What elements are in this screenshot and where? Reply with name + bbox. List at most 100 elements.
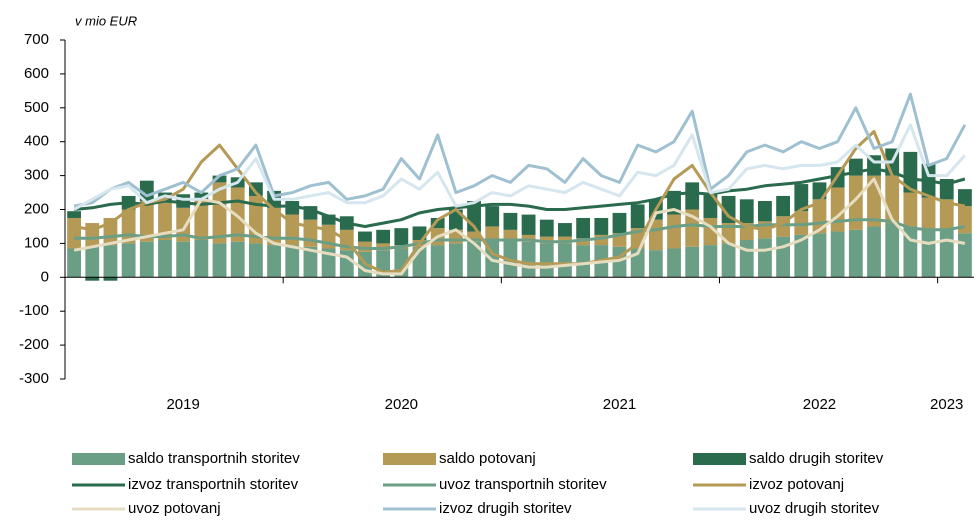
bar xyxy=(194,240,209,278)
bar xyxy=(558,223,572,237)
bar xyxy=(539,243,554,278)
line xyxy=(73,177,966,276)
bar xyxy=(158,202,172,241)
legend-label: izvoz drugih storitev xyxy=(439,500,572,517)
y-tick-label: -200 xyxy=(19,336,49,353)
bar xyxy=(830,187,845,232)
bar xyxy=(67,217,81,249)
bar xyxy=(448,243,463,278)
bar xyxy=(176,207,191,242)
bar xyxy=(685,182,700,210)
bar xyxy=(85,246,100,278)
bar xyxy=(848,229,863,278)
bar xyxy=(230,241,245,278)
line xyxy=(74,218,966,250)
y-tick-label: 500 xyxy=(24,99,49,116)
bar xyxy=(85,277,100,281)
bar xyxy=(921,228,936,278)
legend-swatch xyxy=(693,453,746,465)
x-tick-label: 2023 xyxy=(930,396,963,413)
bar xyxy=(430,245,445,278)
bar xyxy=(158,240,172,278)
bar xyxy=(285,245,300,278)
bar xyxy=(558,236,572,244)
bar xyxy=(939,229,954,278)
bar xyxy=(685,246,700,278)
bar xyxy=(739,240,754,278)
y-tick-label: 0 xyxy=(41,268,49,285)
bar xyxy=(558,243,572,278)
bar xyxy=(394,228,409,246)
bar xyxy=(594,234,609,246)
bar xyxy=(667,248,681,278)
bar xyxy=(539,236,554,244)
bar xyxy=(867,226,881,278)
line xyxy=(73,92,967,208)
line xyxy=(73,123,967,211)
bar xyxy=(194,199,209,241)
bar xyxy=(958,206,972,234)
bar xyxy=(648,219,663,251)
bar xyxy=(358,241,372,252)
y-tick-label: 700 xyxy=(24,31,49,48)
legend-label: izvoz transportnih storitev xyxy=(128,476,299,493)
bar xyxy=(958,233,972,278)
bar xyxy=(903,192,918,227)
bar xyxy=(812,233,827,278)
bar xyxy=(721,195,736,224)
bar xyxy=(521,241,536,278)
y-tick-label: -300 xyxy=(19,370,49,387)
bar xyxy=(467,231,481,242)
bar xyxy=(212,182,227,244)
line xyxy=(73,130,966,274)
legend-label: saldo drugih storitev xyxy=(749,450,884,467)
bar xyxy=(321,214,336,225)
bar xyxy=(503,240,518,278)
bar xyxy=(539,219,554,237)
bar xyxy=(594,217,609,235)
bar xyxy=(794,234,809,278)
bar xyxy=(376,243,391,251)
bar xyxy=(667,214,681,249)
legend-label: uvoz potovanj xyxy=(128,500,221,517)
bar xyxy=(648,250,663,278)
bar xyxy=(103,277,118,281)
bar xyxy=(885,175,900,224)
bar xyxy=(339,250,354,278)
bar xyxy=(503,212,518,230)
bar xyxy=(67,248,81,278)
bar xyxy=(485,226,500,241)
bar xyxy=(430,217,445,229)
bar xyxy=(194,192,209,200)
bar xyxy=(576,217,591,239)
bar xyxy=(103,245,118,278)
y-tick-label: 100 xyxy=(24,234,49,251)
bar xyxy=(139,201,154,242)
bar xyxy=(830,231,845,278)
bar xyxy=(885,223,900,278)
legend-swatch xyxy=(383,453,436,465)
bar xyxy=(303,246,318,278)
bar xyxy=(521,214,536,235)
bar xyxy=(612,212,627,234)
x-tick-label: 2022 xyxy=(803,396,836,413)
x-tick-label: 2020 xyxy=(385,396,418,413)
bar xyxy=(776,195,791,217)
bar xyxy=(703,245,718,278)
bar xyxy=(467,241,481,278)
bar xyxy=(739,199,754,224)
bar xyxy=(267,245,281,278)
bar xyxy=(630,204,645,229)
bar xyxy=(485,206,500,227)
legend-label: uvoz transportnih storitev xyxy=(439,476,607,493)
bar xyxy=(248,243,263,278)
bar xyxy=(921,197,936,229)
bar xyxy=(576,245,591,278)
bar xyxy=(794,184,809,212)
legend-label: izvoz potovanj xyxy=(749,476,844,493)
chart-subtitle: v mio EUR xyxy=(75,13,137,28)
legend-swatch xyxy=(72,453,125,465)
bar xyxy=(503,229,518,241)
bar xyxy=(121,243,136,278)
